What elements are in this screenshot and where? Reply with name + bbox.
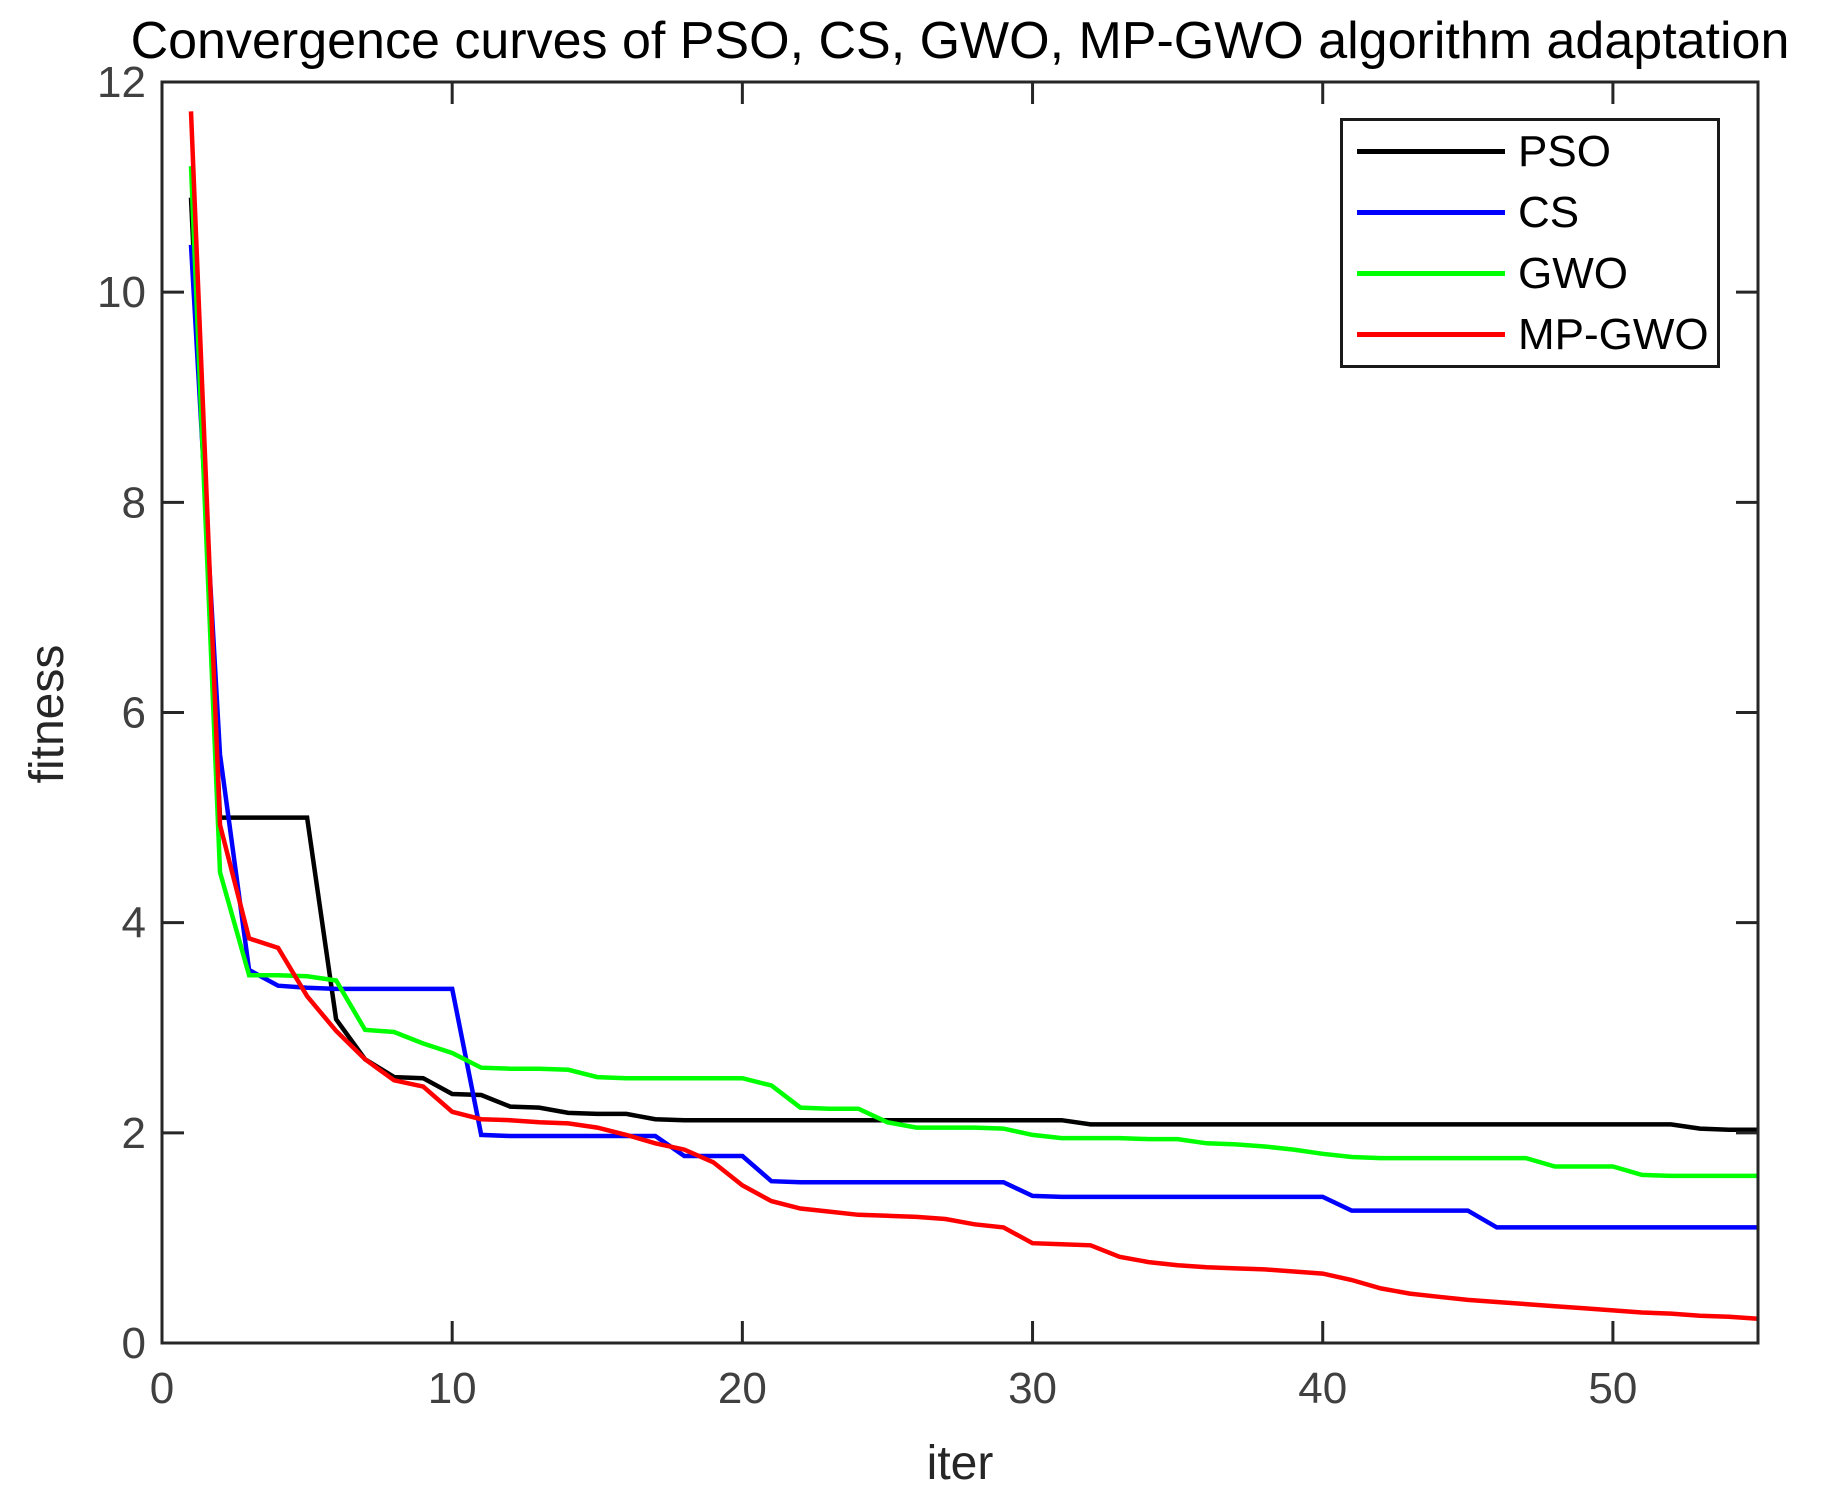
legend-item-cs: CS [1343, 187, 1717, 237]
x-tick-label: 0 [150, 1364, 174, 1413]
legend-line-sample-pso [1357, 149, 1505, 154]
y-tick-label: 4 [122, 899, 146, 948]
x-tick-label: 10 [428, 1364, 477, 1413]
y-tick-label: 8 [122, 478, 146, 527]
legend-line-sample-gwo [1357, 271, 1505, 276]
series-line-gwo [188, 166, 1758, 1179]
y-tick-label: 6 [122, 689, 146, 738]
x-tick-label: 20 [718, 1364, 767, 1413]
x-axis-label: iter [926, 1437, 994, 1490]
y-tick-label: 0 [122, 1319, 146, 1368]
legend-item-mpgwo: MP-GWO [1343, 309, 1717, 359]
y-tick-label: 2 [122, 1109, 146, 1158]
y-tick-label: 12 [97, 58, 146, 107]
x-tick-label: 40 [1298, 1364, 1347, 1413]
x-tick-label: 50 [1588, 1364, 1637, 1413]
legend-label-gwo: GWO [1518, 248, 1628, 298]
y-tick-label: 10 [97, 268, 146, 317]
legend-label-pso: PSO [1518, 126, 1611, 176]
legend-label-cs: CS [1518, 187, 1580, 237]
legend: PSO CS GWO MP-GWO [1340, 118, 1720, 368]
x-tick-label: 30 [1008, 1364, 1057, 1413]
legend-item-gwo: GWO [1343, 248, 1717, 298]
y-axis-label: fitness [21, 644, 74, 784]
series-line-mp-gwo [188, 111, 1759, 1322]
chart-title: Convergence curves of PSO, CS, GWO, MP-G… [130, 12, 1790, 70]
legend-line-sample-mpgwo [1357, 332, 1505, 337]
series-line-cs [188, 244, 1758, 1230]
legend-line-sample-cs [1357, 210, 1505, 215]
legend-label-mpgwo: MP-GWO [1518, 309, 1709, 359]
legend-item-pso: PSO [1343, 126, 1717, 176]
series-line-pso [188, 197, 1758, 1132]
